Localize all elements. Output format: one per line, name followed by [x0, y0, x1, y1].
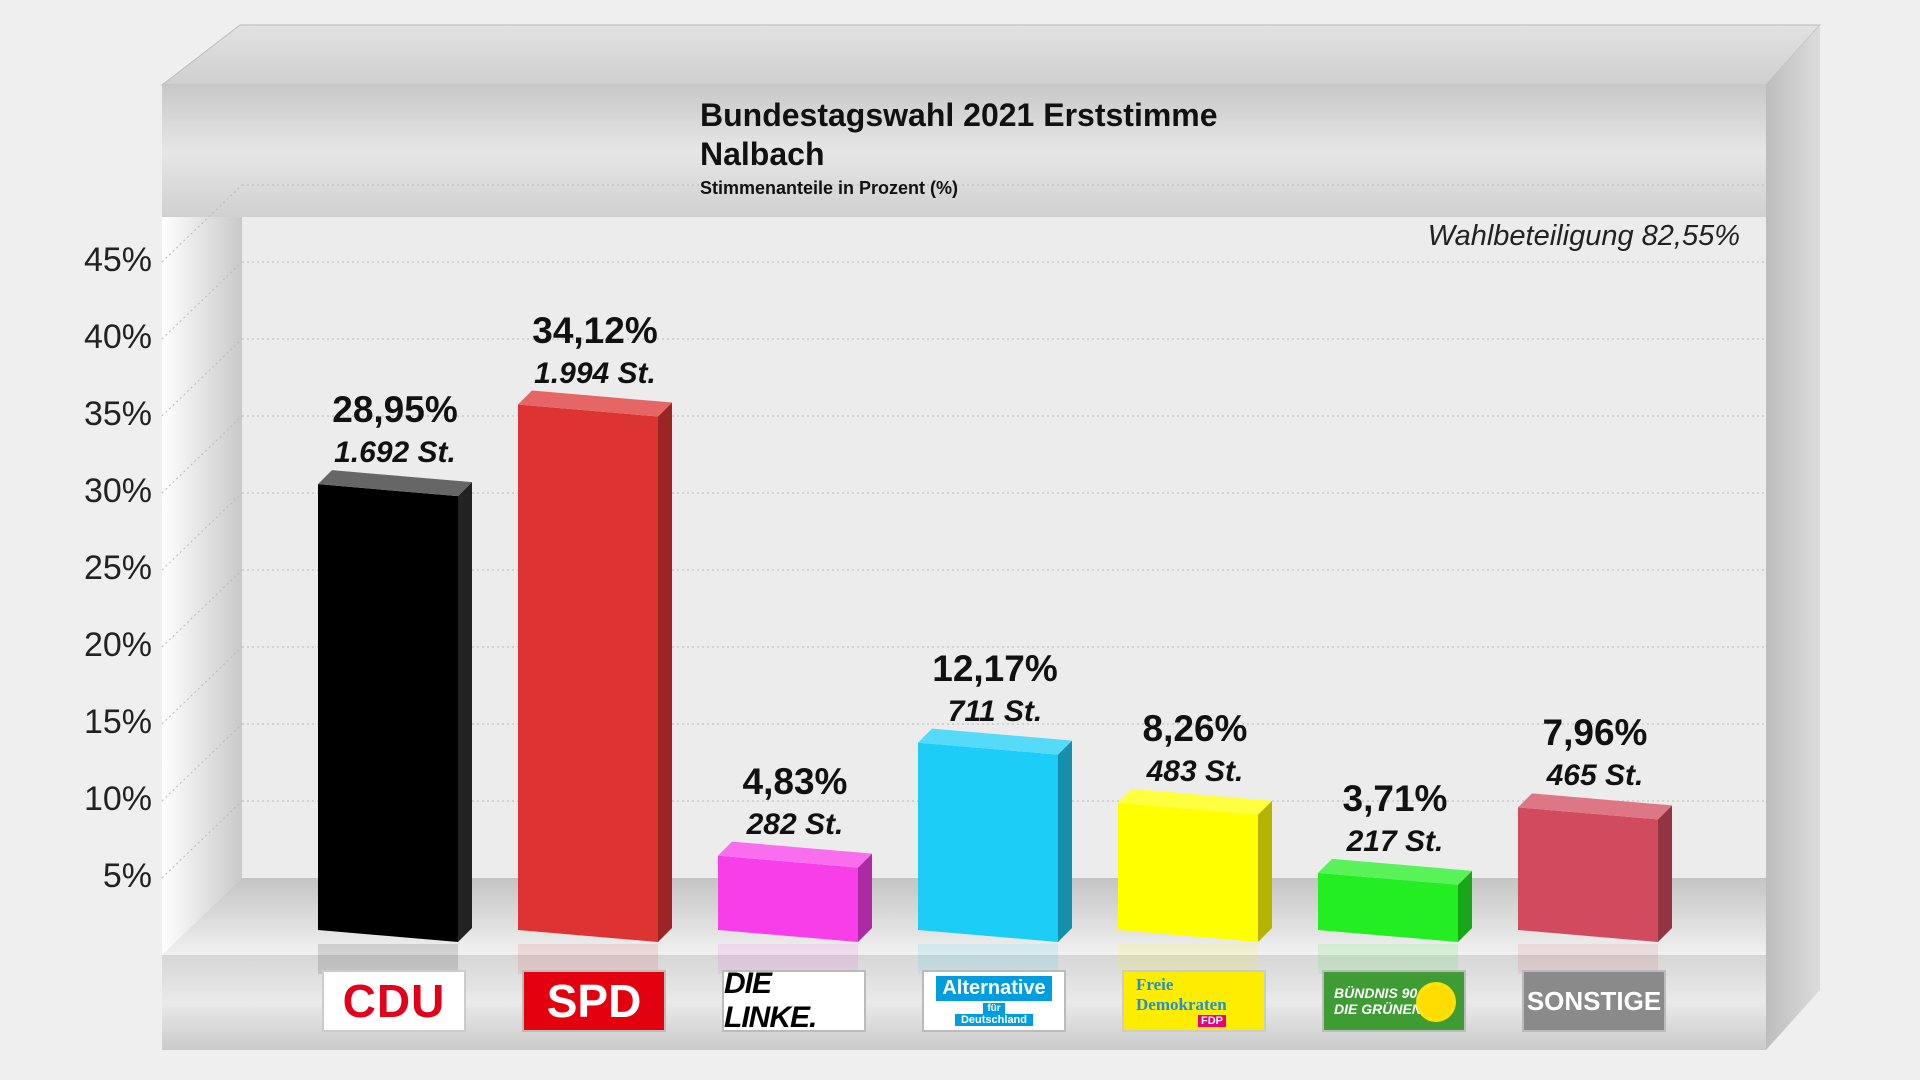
gridline-side	[161, 492, 243, 571]
bar-side	[1258, 800, 1272, 942]
bar-front	[1518, 807, 1658, 942]
value-label: 7,96%	[1542, 712, 1648, 754]
linke-logo: DIE LINKE.	[722, 970, 866, 1032]
bar-3	[718, 841, 872, 974]
gridline-side	[161, 261, 243, 340]
y-tick-label: 45%	[83, 241, 152, 279]
gridline-side	[161, 569, 243, 648]
gridline-side	[161, 338, 243, 417]
bar-7	[1518, 793, 1672, 974]
votes-label: 282 St.	[746, 807, 844, 841]
bar-1	[318, 470, 472, 974]
gruene-logo: BÜNDNIS 90 DIE GRÜNEN	[1322, 970, 1466, 1032]
bar-top	[718, 841, 872, 868]
y-tick-label: 25%	[83, 549, 152, 587]
sonstige-logo: SONSTIGE	[1522, 970, 1666, 1032]
value-label: 34,12%	[532, 309, 658, 351]
bar-reflection	[1318, 944, 1458, 974]
bar-side	[458, 482, 472, 942]
votes-label: 711 St.	[947, 694, 1043, 728]
value-label: 4,83%	[742, 760, 848, 802]
bar-top	[318, 470, 472, 497]
sunflower-icon	[1416, 982, 1456, 1022]
gridline-side	[161, 800, 243, 879]
bar-side	[658, 402, 672, 942]
gridline-side	[161, 723, 243, 802]
bar-front	[518, 404, 658, 942]
y-tick-label: 40%	[83, 318, 152, 356]
spd-logo: SPD	[522, 970, 666, 1032]
bar-front	[1318, 872, 1458, 942]
bar-top	[1318, 858, 1472, 885]
y-tick-label: 30%	[83, 472, 152, 510]
bar-2	[518, 390, 672, 974]
gridline-side	[161, 646, 243, 725]
chart-subtitle: Nalbach	[700, 136, 825, 172]
bar-side	[1658, 805, 1672, 942]
bar-side	[858, 853, 872, 942]
bar-4	[918, 728, 1072, 974]
gridline-side	[161, 415, 243, 494]
bar-6	[1318, 858, 1472, 974]
y-tick-label: 35%	[83, 395, 152, 433]
bar-reflection	[1518, 944, 1658, 974]
bar-reflection	[1118, 944, 1258, 974]
y-tick-label: 15%	[83, 703, 152, 741]
bar-top	[1118, 788, 1272, 815]
y-tick-label: 5%	[102, 857, 152, 895]
bar-reflection	[318, 944, 458, 974]
chart-note: Stimmenanteile in Prozent (%)	[700, 178, 959, 198]
chart-title: Bundestagswahl 2021 Erststimme	[700, 97, 1218, 133]
votes-label: 217 St.	[1346, 824, 1444, 858]
bar-top	[518, 390, 672, 417]
votes-label: 483 St.	[1146, 754, 1244, 788]
bar-reflection	[918, 944, 1058, 974]
bar-reflection	[718, 944, 858, 974]
afd-logo: Alternative für Deutschland	[922, 970, 1066, 1032]
bar-front	[318, 484, 458, 942]
bar-reflection	[518, 944, 658, 974]
bar-5	[1118, 788, 1272, 974]
votes-label: 1.994 St.	[534, 356, 656, 390]
bar-side	[1458, 870, 1472, 942]
cdu-logo: CDU	[322, 970, 466, 1032]
value-label: 3,71%	[1342, 777, 1448, 819]
value-label: 12,17%	[932, 647, 1058, 689]
value-label: 28,95%	[332, 389, 458, 431]
y-tick-label: 20%	[83, 626, 152, 664]
bar-top	[1518, 793, 1672, 820]
votes-label: 465 St.	[1546, 759, 1644, 793]
bar-side	[1058, 740, 1072, 942]
gridline-side	[161, 184, 243, 263]
value-label: 8,26%	[1142, 707, 1248, 749]
bar-front	[918, 742, 1058, 942]
votes-label: 1.692 St.	[334, 436, 456, 470]
fdp-logo: Freie Demokraten FDP	[1122, 970, 1266, 1032]
bar-front	[1118, 802, 1258, 942]
bar-front	[718, 855, 858, 942]
y-tick-label: 10%	[83, 780, 152, 818]
turnout-label: Wahlbeteiligung 82,55%	[1427, 220, 1740, 252]
bar-top	[918, 728, 1072, 755]
